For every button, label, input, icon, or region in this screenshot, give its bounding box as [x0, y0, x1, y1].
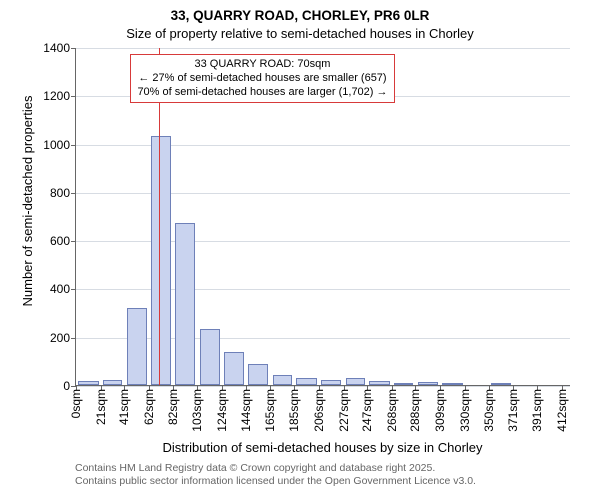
x-tick-label: 144sqm [239, 385, 253, 432]
x-tick-label: 268sqm [385, 385, 399, 432]
attribution-footer: Contains HM Land Registry data © Crown c… [75, 462, 476, 488]
histogram-bar [200, 329, 220, 385]
x-axis-label: Distribution of semi-detached houses by … [75, 440, 570, 455]
histogram-bar [175, 223, 195, 385]
y-tick-mark [71, 338, 76, 339]
histogram-bar [296, 378, 316, 385]
footer-line-2: Contains public sector information licen… [75, 475, 476, 488]
x-tick-label: 82sqm [166, 385, 180, 425]
gridline [76, 193, 570, 194]
y-axis-label: Number of semi-detached properties [20, 32, 35, 370]
gridline [76, 241, 570, 242]
y-tick-mark [71, 96, 76, 97]
x-tick-label: 309sqm [433, 385, 447, 432]
x-tick-label: 21sqm [94, 385, 108, 425]
x-tick-label: 185sqm [287, 385, 301, 432]
x-tick-label: 206sqm [312, 385, 326, 432]
histogram-bar [248, 364, 268, 385]
x-tick-label: 350sqm [482, 385, 496, 432]
x-tick-label: 124sqm [215, 385, 229, 432]
x-tick-label: 371sqm [506, 385, 520, 432]
footer-line-1: Contains HM Land Registry data © Crown c… [75, 462, 476, 475]
y-tick-mark [71, 48, 76, 49]
chart-title-desc: Size of property relative to semi-detach… [0, 26, 600, 41]
gridline [76, 145, 570, 146]
x-tick-label: 391sqm [530, 385, 544, 432]
annotation-line: 70% of semi-detached houses are larger (… [137, 86, 387, 100]
y-tick-mark [71, 241, 76, 242]
histogram-bar [224, 352, 243, 385]
histogram-bar [151, 136, 170, 385]
y-tick-mark [71, 145, 76, 146]
histogram-bar [273, 375, 292, 385]
gridline [76, 48, 570, 49]
chart-title-address: 33, QUARRY ROAD, CHORLEY, PR6 0LR [0, 8, 600, 23]
plot-area: 02004006008001000120014000sqm21sqm41sqm6… [75, 48, 570, 386]
x-tick-label: 62sqm [142, 385, 156, 425]
x-tick-label: 227sqm [337, 385, 351, 432]
x-tick-label: 330sqm [458, 385, 472, 432]
gridline [76, 338, 570, 339]
histogram-bar [346, 378, 365, 385]
histogram-bar [127, 308, 147, 385]
x-tick-label: 412sqm [555, 385, 569, 432]
x-tick-label: 103sqm [190, 385, 204, 432]
x-tick-label: 0sqm [69, 385, 83, 418]
annotation-line: 33 QUARRY ROAD: 70sqm [137, 58, 387, 72]
y-tick-mark [71, 289, 76, 290]
annotation-box: 33 QUARRY ROAD: 70sqm← 27% of semi-detac… [130, 54, 394, 103]
y-tick-mark [71, 193, 76, 194]
x-tick-label: 247sqm [360, 385, 374, 432]
x-tick-label: 165sqm [263, 385, 277, 432]
x-tick-label: 288sqm [408, 385, 422, 432]
x-tick-label: 41sqm [117, 385, 131, 425]
gridline [76, 289, 570, 290]
annotation-line: ← 27% of semi-detached houses are smalle… [137, 72, 387, 86]
